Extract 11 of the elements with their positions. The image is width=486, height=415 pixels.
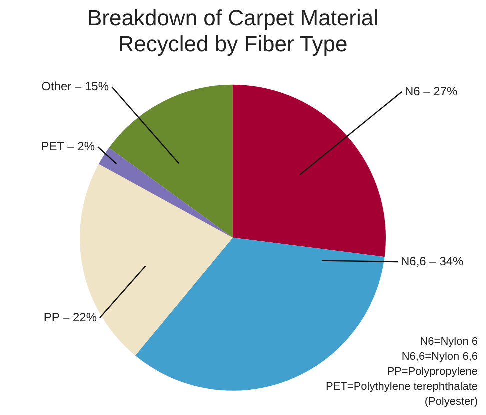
text: (Polyester) bbox=[424, 396, 478, 408]
text: PP=Polypropylene bbox=[387, 366, 478, 378]
slice-label: Other – 15% bbox=[42, 79, 110, 94]
text: N6,6=Nylon 6,6 bbox=[402, 351, 478, 363]
slice-label: N6,6 – 34% bbox=[401, 254, 464, 268]
slice-label: PP – 22% bbox=[44, 310, 98, 324]
text: PET=Polythylene terephthalate bbox=[326, 381, 478, 393]
slice-label: PET – 2% bbox=[41, 139, 96, 154]
chart-title: Breakdown of Carpet Material Recycled by Fiber Type bbox=[87, 5, 379, 57]
slice-label: N6 – 27% bbox=[405, 84, 458, 98]
text: N6=Nylon 6 bbox=[420, 336, 478, 348]
